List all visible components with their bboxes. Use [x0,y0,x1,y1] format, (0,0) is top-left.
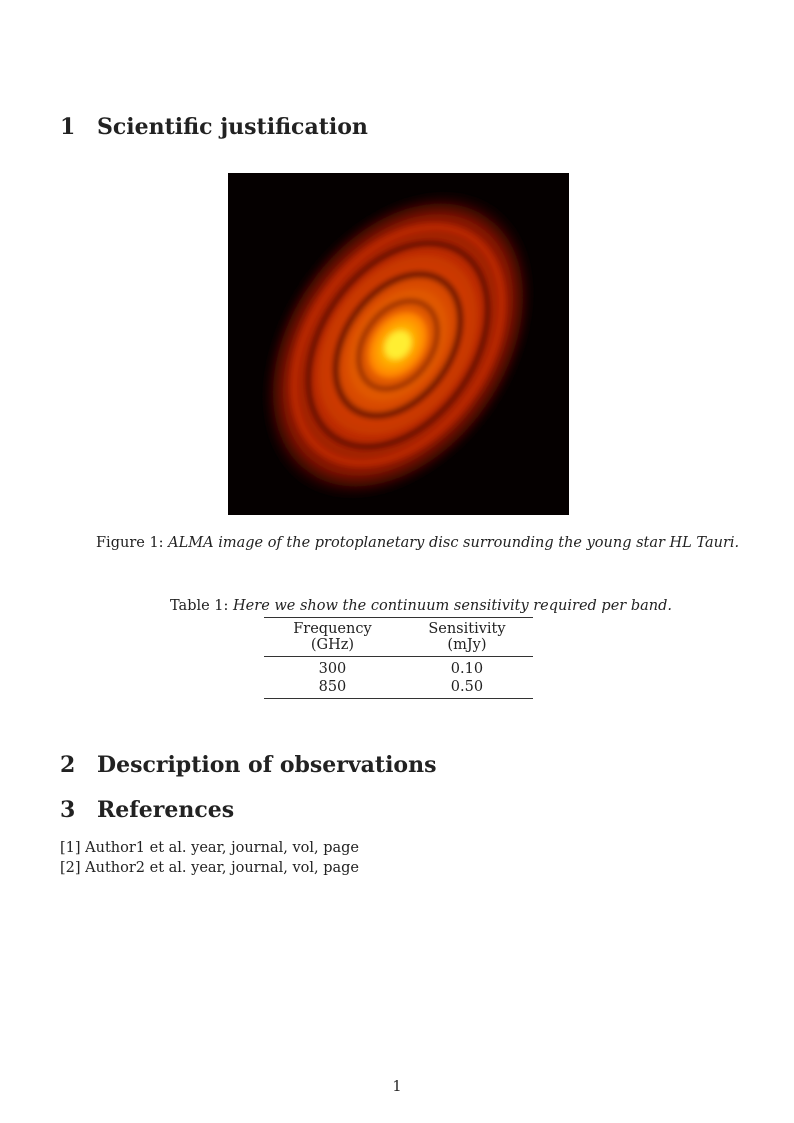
sensitivity-table: Frequency (GHz) Sensitivity (mJy) 300 0.… [264,617,533,699]
page-number: 1 [392,1079,402,1095]
section-heading-3: 3 References [60,797,235,823]
table-row: 850 0.50 [318,679,484,695]
table-row: 300 0.10 [318,661,484,677]
reference-item: [1] Author1 et al. year, journal, vol, p… [60,840,360,856]
hl-tauri-image [228,173,569,515]
section-heading-2: 2 Description of observations [60,752,437,778]
references-list: [1] Author1 et al. year, journal, vol, p… [60,838,359,878]
section-heading-1: 1 Scientific justification [60,114,368,140]
table-header-row: Frequency (GHz) Sensitivity (mJy) [264,618,533,657]
figure-caption: Figure 1: ALMA image of the protoplaneta… [96,535,740,551]
table-caption: Table 1: Here we show the continuum sens… [170,598,672,614]
reference-item: [2] Author2 et al. year, journal, vol, p… [60,860,360,876]
disc-image [259,188,537,502]
